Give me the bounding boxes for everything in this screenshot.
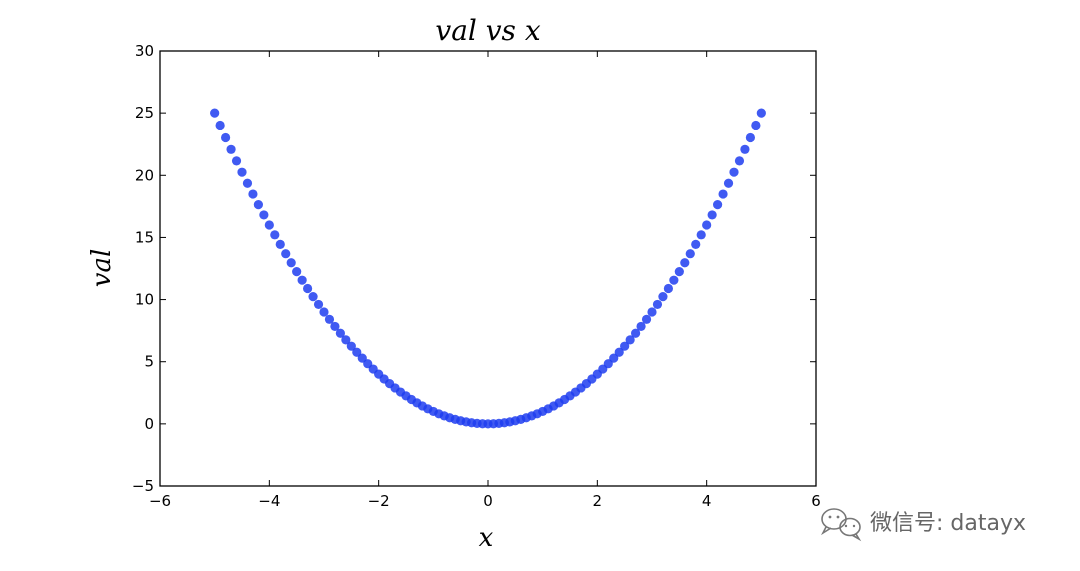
data-point bbox=[210, 108, 220, 118]
y-tick-label: 20 bbox=[135, 166, 154, 184]
data-point bbox=[658, 291, 668, 302]
data-point bbox=[647, 307, 657, 317]
data-point bbox=[303, 283, 313, 294]
data-point bbox=[707, 210, 717, 220]
watermark-text: 微信号: datayx bbox=[870, 511, 1026, 536]
data-point bbox=[636, 321, 646, 332]
watermark: 微信号: datayx bbox=[821, 508, 1026, 542]
data-point bbox=[226, 144, 236, 154]
data-point bbox=[663, 283, 674, 294]
data-point bbox=[669, 275, 679, 285]
data-point bbox=[259, 210, 269, 220]
data-point bbox=[335, 328, 345, 338]
x-axis-label: x bbox=[479, 523, 494, 553]
data-point bbox=[319, 307, 329, 317]
data-point bbox=[313, 299, 324, 310]
data-point bbox=[324, 314, 335, 324]
data-point bbox=[614, 347, 624, 357]
data-point bbox=[685, 249, 695, 259]
x-tick-label: −6 bbox=[149, 492, 171, 510]
y-tick-label: 0 bbox=[144, 415, 154, 433]
y-tick-label: −5 bbox=[132, 477, 154, 495]
x-tick-label: 4 bbox=[702, 492, 712, 510]
x-tick-label: 2 bbox=[593, 492, 603, 510]
data-point bbox=[330, 321, 340, 332]
y-tick-label: 5 bbox=[144, 353, 154, 371]
data-point bbox=[609, 353, 619, 363]
data-point bbox=[751, 120, 761, 131]
data-point bbox=[253, 200, 263, 210]
y-axis-label: val bbox=[87, 249, 117, 288]
data-point bbox=[346, 341, 356, 351]
data-point bbox=[745, 132, 756, 143]
x-axis: −6 −4 −2 0 2 4 6 bbox=[149, 51, 821, 510]
data-point bbox=[264, 220, 274, 230]
data-point bbox=[625, 335, 635, 345]
x-tick-label: 6 bbox=[811, 492, 821, 510]
data-point bbox=[641, 314, 652, 324]
data-point bbox=[713, 200, 723, 210]
data-point bbox=[242, 178, 253, 188]
y-tick-label: 30 bbox=[135, 42, 154, 60]
data-point bbox=[341, 335, 351, 345]
y-axis: −5 0 5 10 15 20 25 30 bbox=[132, 42, 816, 495]
y-tick-label: 25 bbox=[135, 104, 154, 122]
data-point bbox=[352, 347, 362, 357]
data-point bbox=[221, 132, 231, 143]
data-point bbox=[297, 275, 307, 285]
data-point bbox=[620, 341, 630, 351]
data-point bbox=[756, 108, 766, 118]
data-point bbox=[691, 239, 701, 249]
x-tick-label: −2 bbox=[368, 492, 390, 510]
scatter-points bbox=[210, 108, 766, 429]
data-point bbox=[248, 189, 258, 199]
data-point bbox=[729, 167, 739, 177]
data-point bbox=[702, 220, 712, 230]
x-tick-label: −4 bbox=[258, 492, 280, 510]
data-point bbox=[723, 178, 734, 188]
data-point bbox=[680, 258, 690, 268]
data-point bbox=[237, 167, 247, 177]
data-point bbox=[674, 267, 684, 277]
y-tick-label: 10 bbox=[135, 291, 154, 309]
data-point bbox=[292, 267, 302, 277]
data-point bbox=[275, 239, 285, 249]
data-point bbox=[652, 299, 663, 310]
y-tick-label: 15 bbox=[135, 228, 154, 246]
x-tick-label: 0 bbox=[483, 492, 493, 510]
data-point bbox=[281, 249, 291, 259]
data-point bbox=[740, 144, 750, 154]
data-point bbox=[696, 230, 706, 240]
data-point bbox=[270, 230, 280, 240]
data-point bbox=[631, 328, 641, 338]
data-point bbox=[308, 291, 318, 302]
chart-title: val vs x bbox=[435, 14, 540, 47]
data-point bbox=[286, 258, 296, 268]
data-point bbox=[231, 156, 242, 166]
data-point bbox=[718, 189, 728, 199]
data-point bbox=[215, 120, 225, 131]
data-point bbox=[734, 156, 745, 166]
wechat-icon bbox=[821, 508, 862, 542]
